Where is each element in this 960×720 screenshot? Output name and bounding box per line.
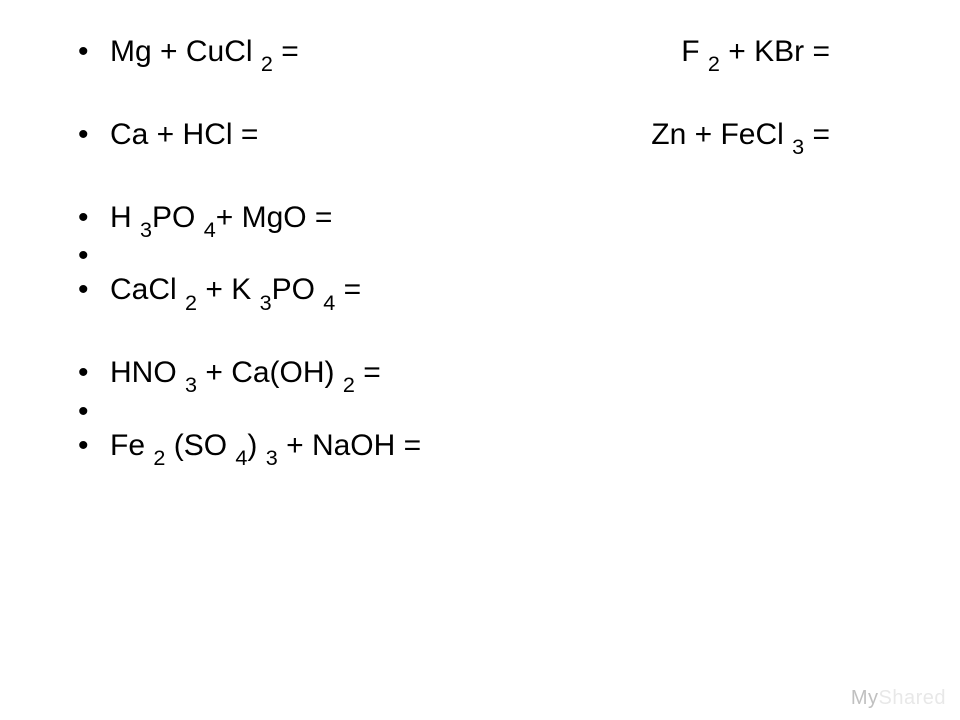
row-1: Mg + CuCl 2 = F 2 + KBr = [110, 35, 830, 74]
txt: + NaOH = [278, 429, 421, 462]
subscript: 3 [792, 134, 804, 159]
list-item: Ca + HCl = Zn + FeCl 3 = [70, 118, 920, 157]
eq-text: Mg + CuCl 2 = [110, 35, 299, 74]
list-item-empty [70, 239, 920, 273]
subscript: 2 [153, 445, 165, 470]
list-item-empty [70, 395, 920, 429]
subscript: 2 [708, 51, 720, 76]
subscript: 3 [185, 372, 197, 397]
txt: = [355, 356, 381, 389]
txt: = [273, 35, 299, 68]
list-item: HNO 3 + Ca(OH) 2 = [70, 356, 920, 395]
eq-text: CaCl 2 + K 3PO 4 = [110, 273, 361, 306]
eq-text: HNO 3 + Ca(OH) 2 = [110, 356, 381, 389]
txt: Mg + CuCl [110, 35, 261, 68]
txt: = [335, 273, 361, 306]
row-2: Ca + HCl = Zn + FeCl 3 = [110, 118, 830, 157]
txt: = [804, 118, 830, 151]
list-item: Mg + CuCl 2 = F 2 + KBr = [70, 35, 920, 74]
eq-text: Ca + HCl = [110, 118, 258, 153]
txt: + K [197, 273, 260, 306]
txt: (SO [165, 429, 235, 462]
txt: + KBr = [720, 35, 830, 68]
txt: Zn + FeCl [651, 118, 792, 151]
subscript: 2 [343, 372, 355, 397]
eq-text: Zn + FeCl 3 = [651, 118, 830, 157]
slide: Mg + CuCl 2 = F 2 + KBr = Ca + HCl = Zn … [0, 0, 960, 720]
txt: PO [152, 201, 204, 234]
txt: + MgO = [216, 201, 333, 234]
txt: Fe [110, 429, 153, 462]
subscript: 4 [235, 445, 247, 470]
txt: F [681, 35, 708, 68]
eq-text: F 2 + KBr = [681, 35, 830, 74]
txt: ) [247, 429, 265, 462]
txt: H [110, 201, 140, 234]
txt: PO [272, 273, 324, 306]
eq-text: Fe 2 (SO 4) 3 + NaOH = [110, 429, 421, 462]
list-item: Fe 2 (SO 4) 3 + NaOH = [70, 429, 920, 468]
list-item: CaCl 2 + K 3PO 4 = [70, 273, 920, 312]
subscript: 3 [140, 217, 152, 242]
txt: CaCl [110, 273, 185, 306]
list-item: H 3PO 4+ MgO = [70, 201, 920, 240]
subscript: 4 [204, 217, 216, 242]
subscript: 4 [323, 290, 335, 315]
eq-text: H 3PO 4+ MgO = [110, 201, 332, 234]
subscript: 3 [266, 445, 278, 470]
txt: HNO [110, 356, 185, 389]
subscript: 2 [185, 290, 197, 315]
watermark-part2: Shared [879, 687, 947, 709]
subscript: 2 [261, 51, 273, 76]
watermark-part1: My [851, 687, 879, 709]
txt: + Ca(OH) [197, 356, 343, 389]
subscript: 3 [260, 290, 272, 315]
equation-list: Mg + CuCl 2 = F 2 + KBr = Ca + HCl = Zn … [70, 35, 920, 468]
watermark: MyShared [851, 687, 946, 710]
